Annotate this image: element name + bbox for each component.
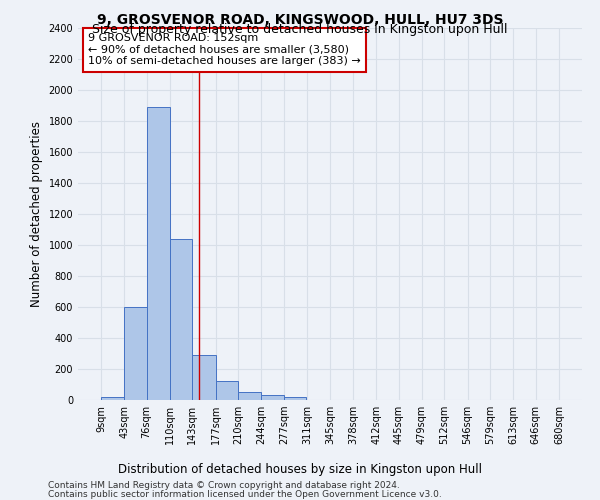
Text: Contains public sector information licensed under the Open Government Licence v3: Contains public sector information licen… [48, 490, 442, 499]
Text: Size of property relative to detached houses in Kingston upon Hull: Size of property relative to detached ho… [92, 22, 508, 36]
Text: 9 GROSVENOR ROAD: 152sqm
← 90% of detached houses are smaller (3,580)
10% of sem: 9 GROSVENOR ROAD: 152sqm ← 90% of detach… [88, 33, 361, 66]
Text: 9, GROSVENOR ROAD, KINGSWOOD, HULL, HU7 3DS: 9, GROSVENOR ROAD, KINGSWOOD, HULL, HU7 … [97, 12, 503, 26]
Bar [101, 397, 124, 400]
Bar [238, 392, 262, 400]
Text: Distribution of detached houses by size in Kingston upon Hull: Distribution of detached houses by size … [118, 462, 482, 475]
Bar [262, 394, 284, 400]
Bar [124, 307, 146, 400]
Bar [215, 382, 238, 400]
Text: Contains HM Land Registry data © Crown copyright and database right 2024.: Contains HM Land Registry data © Crown c… [48, 481, 400, 490]
Bar [284, 397, 307, 400]
Bar [170, 238, 193, 400]
Bar [146, 106, 170, 400]
Bar [193, 355, 215, 400]
Y-axis label: Number of detached properties: Number of detached properties [30, 120, 43, 306]
